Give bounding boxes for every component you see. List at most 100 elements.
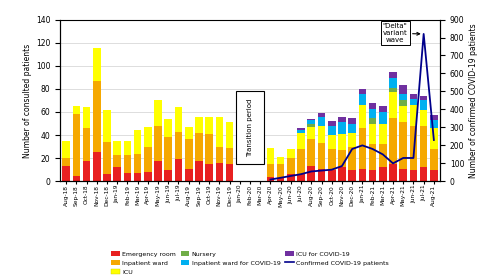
Bar <box>164 119 172 138</box>
Bar <box>368 109 376 118</box>
Bar <box>185 127 192 139</box>
Bar <box>154 126 162 160</box>
Bar <box>328 121 336 126</box>
Bar <box>318 117 326 126</box>
Bar <box>348 118 356 124</box>
Bar <box>297 133 305 149</box>
Bar <box>430 170 438 181</box>
Bar <box>379 106 386 112</box>
Bar <box>185 139 192 169</box>
Bar <box>103 110 111 142</box>
Bar <box>308 119 315 120</box>
Bar <box>206 164 213 181</box>
Bar <box>82 128 90 160</box>
Bar <box>410 105 418 126</box>
Bar <box>308 166 315 181</box>
Bar <box>338 150 346 167</box>
Bar <box>124 155 131 173</box>
Bar <box>430 149 438 170</box>
Bar <box>400 93 407 100</box>
Bar <box>379 124 386 144</box>
Bar <box>195 117 203 133</box>
Bar <box>338 122 346 134</box>
Bar <box>124 173 131 181</box>
Bar <box>93 81 100 152</box>
Bar <box>389 92 397 118</box>
Bar <box>389 118 397 164</box>
Bar <box>318 126 326 143</box>
Bar <box>134 154 141 173</box>
Bar <box>308 124 315 127</box>
Bar <box>164 138 172 170</box>
FancyBboxPatch shape <box>236 91 264 164</box>
Bar <box>379 112 386 124</box>
Bar <box>216 147 223 163</box>
Bar <box>226 148 234 164</box>
Bar <box>144 172 152 181</box>
Bar <box>400 169 407 181</box>
Bar <box>297 131 305 133</box>
Bar <box>277 178 284 181</box>
Bar <box>226 122 234 148</box>
Bar <box>266 148 274 164</box>
Bar <box>420 110 428 126</box>
Bar <box>297 128 305 131</box>
Bar <box>144 127 152 147</box>
Bar <box>420 167 428 181</box>
Bar <box>400 85 407 93</box>
Bar <box>297 174 305 181</box>
Y-axis label: Number of consulted patients: Number of consulted patients <box>22 43 32 158</box>
Bar <box>430 120 438 128</box>
Bar <box>82 107 90 128</box>
Bar <box>389 78 397 88</box>
Text: Transition period: Transition period <box>247 98 253 157</box>
Bar <box>358 89 366 93</box>
Bar <box>206 117 213 134</box>
Bar <box>216 163 223 181</box>
Bar <box>195 160 203 181</box>
Bar <box>368 118 376 124</box>
Bar <box>328 126 336 135</box>
Bar <box>338 167 346 181</box>
Bar <box>72 114 80 175</box>
Bar <box>368 124 376 144</box>
Bar <box>328 135 336 149</box>
Bar <box>358 169 366 181</box>
Bar <box>103 174 111 181</box>
Bar <box>114 141 121 155</box>
Bar <box>103 142 111 174</box>
Bar <box>174 132 182 159</box>
Bar <box>287 174 294 181</box>
Bar <box>287 149 294 158</box>
Bar <box>62 158 70 166</box>
Bar <box>348 170 356 181</box>
Bar <box>114 155 121 167</box>
Bar <box>308 127 315 139</box>
Bar <box>400 106 407 122</box>
Bar <box>430 116 438 120</box>
Bar <box>420 96 428 100</box>
Legend: Emergency room, Inpatient ward, ICU, Nursery, Inpatient ward for COVID-19, ICU f: Emergency room, Inpatient ward, ICU, Nur… <box>110 250 390 276</box>
Bar <box>308 120 315 124</box>
Bar <box>308 139 315 166</box>
Bar <box>368 144 376 170</box>
Bar <box>93 152 100 181</box>
Bar <box>318 143 326 169</box>
Bar <box>93 49 100 81</box>
Bar <box>410 99 418 105</box>
Bar <box>338 117 346 122</box>
Bar <box>400 122 407 169</box>
Bar <box>318 169 326 181</box>
Bar <box>277 164 284 178</box>
Bar <box>410 170 418 181</box>
Bar <box>420 126 428 167</box>
Bar <box>185 169 192 181</box>
Bar <box>389 164 397 181</box>
Bar <box>348 147 356 170</box>
Bar <box>164 170 172 181</box>
Bar <box>389 88 397 92</box>
Text: "Delta"
variant
wave: "Delta" variant wave <box>382 23 420 44</box>
Bar <box>174 159 182 181</box>
Bar <box>348 124 356 133</box>
Bar <box>287 158 294 174</box>
